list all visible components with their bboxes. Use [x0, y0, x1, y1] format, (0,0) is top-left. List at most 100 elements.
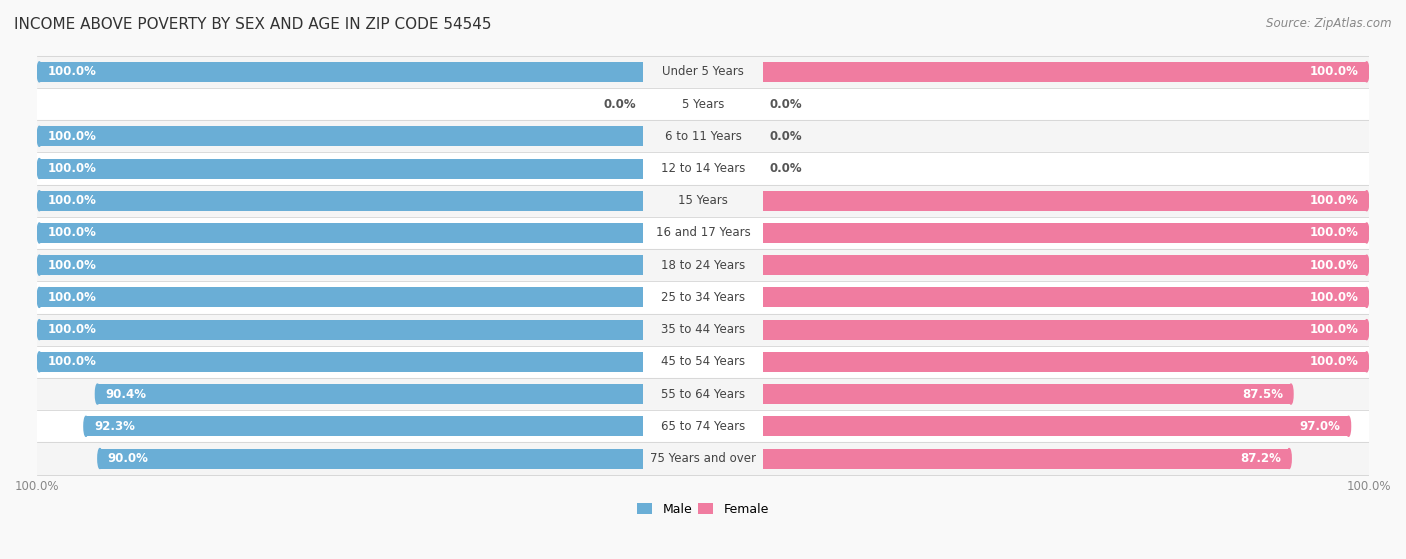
- Text: 100.0%: 100.0%: [48, 226, 96, 239]
- Text: 87.2%: 87.2%: [1240, 452, 1281, 465]
- Text: 0.0%: 0.0%: [603, 98, 637, 111]
- Text: 100.0%: 100.0%: [1310, 226, 1358, 239]
- Bar: [641, 159, 643, 178]
- Bar: [37, 153, 1369, 184]
- Circle shape: [37, 223, 41, 243]
- Circle shape: [1286, 448, 1291, 468]
- Bar: [763, 223, 765, 243]
- Circle shape: [1365, 320, 1369, 340]
- Text: 55 to 64 Years: 55 to 64 Years: [661, 387, 745, 401]
- Bar: [86, 416, 643, 436]
- Bar: [641, 320, 643, 340]
- Text: 18 to 24 Years: 18 to 24 Years: [661, 259, 745, 272]
- Bar: [37, 120, 1369, 153]
- Bar: [39, 223, 643, 243]
- Bar: [37, 410, 1369, 442]
- Circle shape: [84, 416, 89, 436]
- Text: 100.0%: 100.0%: [48, 323, 96, 336]
- Text: 15 Years: 15 Years: [678, 194, 728, 207]
- Bar: [641, 223, 643, 243]
- Text: 35 to 44 Years: 35 to 44 Years: [661, 323, 745, 336]
- Bar: [39, 287, 643, 307]
- Bar: [39, 159, 643, 178]
- Legend: Male, Female: Male, Female: [633, 498, 773, 520]
- Bar: [763, 416, 1348, 436]
- Text: Under 5 Years: Under 5 Years: [662, 65, 744, 78]
- Bar: [37, 378, 1369, 410]
- Text: 12 to 14 Years: 12 to 14 Years: [661, 162, 745, 175]
- Bar: [763, 62, 765, 82]
- Bar: [39, 255, 643, 275]
- Circle shape: [1365, 191, 1369, 211]
- Text: 92.3%: 92.3%: [94, 420, 135, 433]
- Circle shape: [37, 320, 41, 340]
- Bar: [97, 384, 643, 404]
- Bar: [39, 126, 643, 146]
- Bar: [641, 384, 643, 404]
- Bar: [37, 56, 1369, 88]
- Bar: [37, 249, 1369, 281]
- Text: 100.0%: 100.0%: [1310, 194, 1358, 207]
- Bar: [641, 191, 643, 211]
- Text: 100.0%: 100.0%: [1310, 323, 1358, 336]
- Bar: [641, 62, 643, 82]
- Bar: [39, 62, 643, 82]
- Bar: [641, 352, 643, 372]
- Bar: [37, 217, 1369, 249]
- Bar: [763, 191, 1367, 211]
- Bar: [763, 255, 765, 275]
- Text: 16 and 17 Years: 16 and 17 Years: [655, 226, 751, 239]
- Bar: [39, 320, 643, 340]
- Circle shape: [37, 352, 41, 372]
- Bar: [39, 191, 643, 211]
- Text: 100.0%: 100.0%: [48, 194, 96, 207]
- Circle shape: [1365, 223, 1369, 243]
- Text: 0.0%: 0.0%: [769, 162, 803, 175]
- Bar: [763, 255, 1367, 275]
- Text: 100.0%: 100.0%: [1310, 259, 1358, 272]
- Bar: [641, 448, 643, 468]
- Bar: [763, 62, 1367, 82]
- Text: 65 to 74 Years: 65 to 74 Years: [661, 420, 745, 433]
- Bar: [37, 345, 1369, 378]
- Text: 100.0%: 100.0%: [48, 356, 96, 368]
- Circle shape: [1365, 287, 1369, 307]
- Bar: [763, 352, 765, 372]
- Text: 90.0%: 90.0%: [108, 452, 149, 465]
- Circle shape: [37, 159, 41, 178]
- Text: 100.0%: 100.0%: [1310, 291, 1358, 304]
- Text: 100.0%: 100.0%: [48, 162, 96, 175]
- Text: 100.0%: 100.0%: [1310, 356, 1358, 368]
- Bar: [763, 191, 765, 211]
- Bar: [37, 184, 1369, 217]
- Bar: [763, 448, 1289, 468]
- Text: 100.0%: 100.0%: [48, 291, 96, 304]
- Bar: [763, 287, 1367, 307]
- Bar: [763, 320, 765, 340]
- Circle shape: [1347, 416, 1351, 436]
- Circle shape: [37, 287, 41, 307]
- Circle shape: [37, 255, 41, 275]
- Bar: [763, 287, 765, 307]
- Bar: [763, 448, 765, 468]
- Circle shape: [96, 384, 100, 404]
- Bar: [37, 442, 1369, 475]
- Text: 0.0%: 0.0%: [769, 130, 803, 143]
- Text: 100.0%: 100.0%: [1310, 65, 1358, 78]
- Bar: [641, 287, 643, 307]
- Text: 90.4%: 90.4%: [105, 387, 146, 401]
- Text: 0.0%: 0.0%: [769, 98, 803, 111]
- Text: 45 to 54 Years: 45 to 54 Years: [661, 356, 745, 368]
- Bar: [641, 126, 643, 146]
- Text: 100.0%: 100.0%: [48, 65, 96, 78]
- Text: 6 to 11 Years: 6 to 11 Years: [665, 130, 741, 143]
- Circle shape: [1289, 384, 1294, 404]
- Bar: [763, 223, 1367, 243]
- Circle shape: [98, 448, 103, 468]
- Text: 97.0%: 97.0%: [1299, 420, 1340, 433]
- Text: 100.0%: 100.0%: [48, 130, 96, 143]
- Bar: [37, 314, 1369, 345]
- Bar: [763, 352, 1367, 372]
- Circle shape: [1365, 62, 1369, 82]
- Text: INCOME ABOVE POVERTY BY SEX AND AGE IN ZIP CODE 54545: INCOME ABOVE POVERTY BY SEX AND AGE IN Z…: [14, 17, 492, 32]
